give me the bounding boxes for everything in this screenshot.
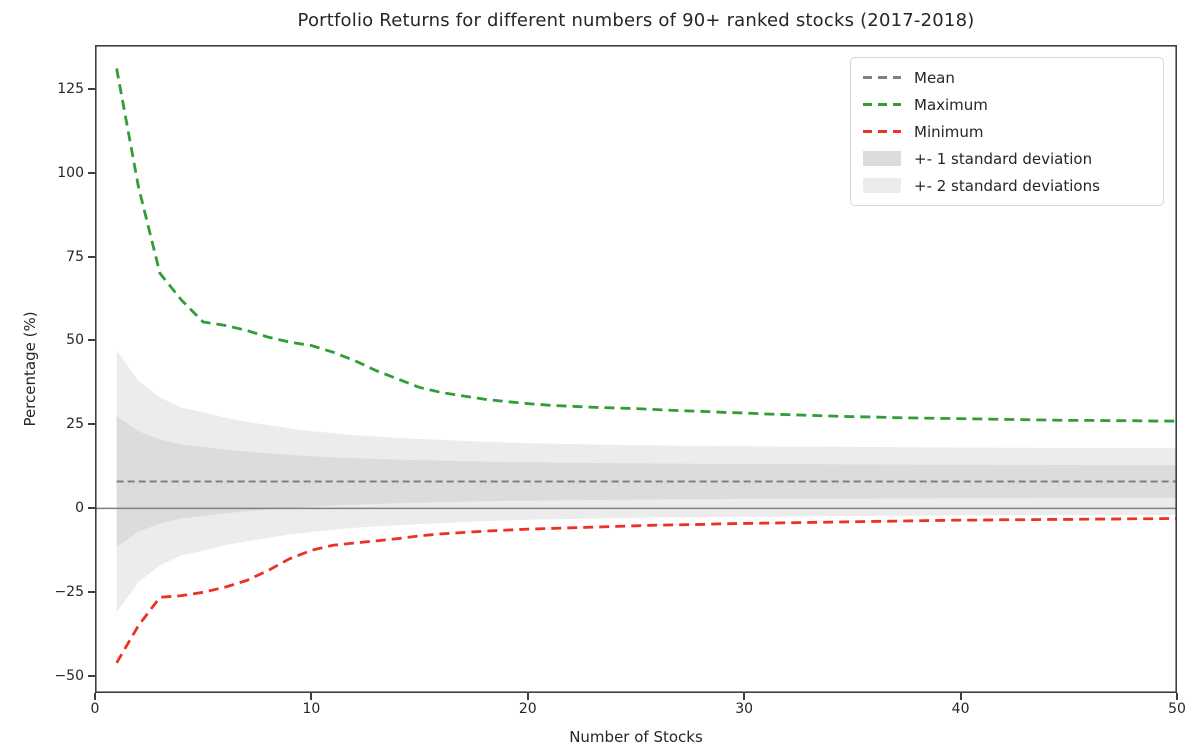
x-tick-mark [1176,693,1178,700]
maximum-dashed-line-swatch [863,103,901,106]
x-tick-mark [526,693,529,700]
x-tick-mark [743,693,746,700]
x-tick-label: 10 [302,701,321,717]
y-tick-mark [88,675,95,678]
two-std-band-swatch [863,178,901,193]
legend-label-minimum: Minimum [914,122,984,141]
y-tick-label: 25 [66,416,84,433]
y-tick-mark [88,171,95,174]
mean-dashed-line-swatch [863,76,901,79]
legend-item-1-std: +- 1 standard deviation [863,148,1151,169]
y-tick-mark [88,255,95,258]
plot-border [95,45,1177,693]
y-tick-label: −25 [54,584,84,601]
y-tick-mark [88,423,95,426]
y-tick-label: 100 [57,164,84,181]
y-tick-label: 75 [66,248,84,265]
minimum-dashed-line-swatch [863,130,901,133]
legend-item-minimum: Minimum [863,121,1151,142]
y-tick-mark [88,591,95,594]
x-tick-label: 50 [1168,701,1186,717]
legend-item-2-std: +- 2 standard deviations [863,175,1151,196]
legend-item-mean: Mean [863,67,1151,88]
x-tick-mark [94,693,96,700]
y-tick-mark [88,87,95,90]
x-tick-label: 30 [735,701,754,717]
legend-label-mean: Mean [914,68,955,87]
chart-title: Portfolio Returns for different numbers … [297,10,975,31]
y-tick-label: 0 [75,500,84,517]
x-tick-label: 20 [518,701,537,717]
y-tick-label: −50 [54,668,84,685]
x-tick-mark [959,693,962,700]
one-std-band-swatch [863,151,901,166]
x-tick-label: 0 [90,701,100,717]
legend-label-1-std: +- 1 standard deviation [914,149,1093,168]
x-axis-label: Number of Stocks [569,728,703,746]
y-tick-mark [88,339,95,342]
x-tick-mark [310,693,313,700]
plot-area [95,45,1177,693]
minimum-line [115,517,1177,664]
y-axis-label: Percentage (%) [21,311,39,427]
legend-item-maximum: Maximum [863,94,1151,115]
x-tick-label: 40 [951,701,970,717]
y-tick-label: 50 [66,332,84,349]
legend-label-2-std: +- 2 standard deviations [914,176,1100,195]
legend-label-maximum: Maximum [914,95,988,114]
legend: Mean Maximum Minimum +- 1 standard devia… [850,57,1164,206]
y-tick-label: 125 [57,80,84,97]
y-tick-mark [88,507,95,510]
